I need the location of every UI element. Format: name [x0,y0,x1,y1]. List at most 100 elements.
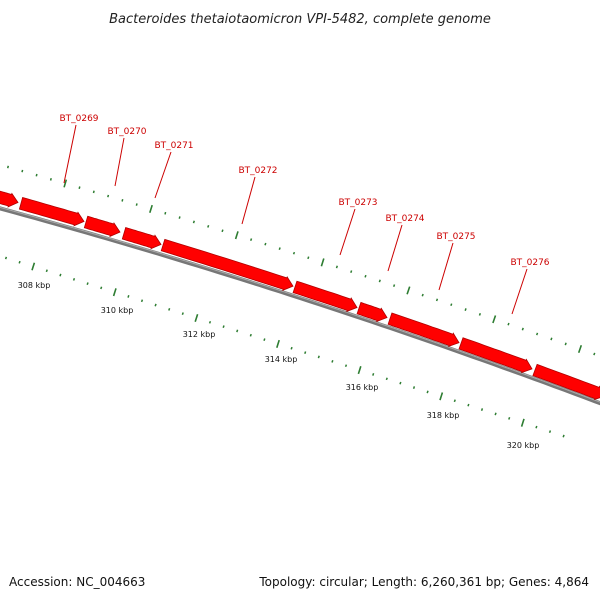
minor-tick [467,403,470,407]
gene-arrow-2[interactable] [83,215,121,238]
minor-tick [412,386,416,389]
gene-arrow-8[interactable] [458,337,533,374]
major-tick [357,365,362,375]
minor-tick [192,220,196,224]
gene-label-bt_0272[interactable]: BT_0272 [238,166,277,176]
minor-tick [236,329,239,333]
minor-tick [550,337,553,341]
gene-leader-line [63,124,77,184]
gene-leader-line [241,176,256,225]
minor-tick [535,332,539,336]
minor-tick [249,333,252,337]
gene-arrow-1[interactable] [18,197,85,227]
minor-tick [344,364,348,368]
gene-label-bt_0271[interactable]: BT_0271 [154,141,193,151]
outer-tick-track [6,165,596,356]
minor-tick [18,260,21,264]
position-label: 318 kbp [427,411,460,420]
minor-tick [507,322,510,326]
major-tick [31,262,36,271]
minor-tick [317,355,320,359]
gene-arrow-0[interactable] [0,190,19,208]
gene-arrow-4[interactable] [160,238,294,291]
backbone-highlight [0,206,600,403]
minor-tick [399,381,402,385]
minor-tick [164,211,167,215]
major-tick [492,315,497,324]
minor-tick [21,169,24,173]
minor-tick [100,286,103,290]
minor-tick [453,399,456,403]
minor-tick [140,299,144,303]
minor-tick [421,293,424,297]
genome-summary: Topology: circular; Length: 6,260,361 bp… [258,575,589,589]
minor-tick [86,282,89,286]
gene-track [0,190,600,401]
minor-tick [221,229,224,233]
major-tick [276,339,280,349]
gene-label-bt_0275[interactable]: BT_0275 [436,232,475,242]
position-label: 320 kbp [507,441,540,450]
minor-tick [107,194,110,198]
gene-label-bt_0276[interactable]: BT_0276 [510,258,549,268]
minor-tick [494,412,497,416]
gene-label-bt_0273[interactable]: BT_0273 [338,198,377,208]
minor-tick [178,216,181,219]
genome-backbone [0,206,600,406]
major-tick [577,344,583,353]
minor-tick [290,346,293,350]
major-tick [234,231,239,240]
minor-tick [154,303,157,307]
inner-tick-track [4,256,565,438]
position-label: 314 kbp [265,355,298,364]
position-label: 312 kbp [183,330,216,339]
minor-tick [385,377,388,381]
gene-label-bt_0269[interactable]: BT_0269 [59,114,98,124]
minor-tick [478,312,482,316]
minor-tick [208,320,212,324]
minor-tick [435,298,439,302]
minor-tick [464,308,467,311]
gene-arrow-9[interactable] [532,363,600,401]
minor-tick [350,270,353,273]
minor-tick [535,425,538,429]
minor-tick [307,256,310,260]
minor-tick [331,359,334,363]
genome-title: Bacteroides thetaiotaomicron VPI-5482, c… [109,12,491,27]
minor-tick [135,203,138,206]
gene-arrow-5[interactable] [292,280,358,313]
minor-tick [92,190,95,194]
backbone-line [0,206,600,406]
minor-tick [264,242,267,246]
gene-leader-line [511,268,528,315]
position-label: 308 kbp [18,281,51,290]
major-tick [63,179,68,188]
gene-arrow-6[interactable] [356,301,388,323]
gene-leader-line [114,137,125,187]
position-label: 310 kbp [101,306,134,315]
gene-arrow-3[interactable] [121,226,162,250]
minor-tick [181,312,184,316]
minor-tick [335,265,339,269]
gene-label-bt_0270[interactable]: BT_0270 [107,127,146,137]
gene-arrow-7[interactable] [387,312,460,348]
minor-tick [292,251,296,255]
gene-leader-line [438,242,454,291]
minor-tick [392,284,396,288]
minor-tick [521,327,524,331]
minor-tick [450,303,453,307]
minor-tick [593,352,596,356]
gene-label-bt_0274[interactable]: BT_0274 [385,214,424,224]
minor-tick [378,279,381,283]
accession-label: Accession: NC_004663 [9,575,145,589]
gene-leader-line [154,151,172,199]
major-tick [194,313,199,323]
minor-tick [222,325,225,329]
minor-tick [127,295,130,298]
gene-leader-line [339,208,356,256]
position-label: 316 kbp [346,383,379,392]
minor-tick [372,373,375,376]
minor-tick [304,351,307,355]
minor-tick [278,247,281,251]
